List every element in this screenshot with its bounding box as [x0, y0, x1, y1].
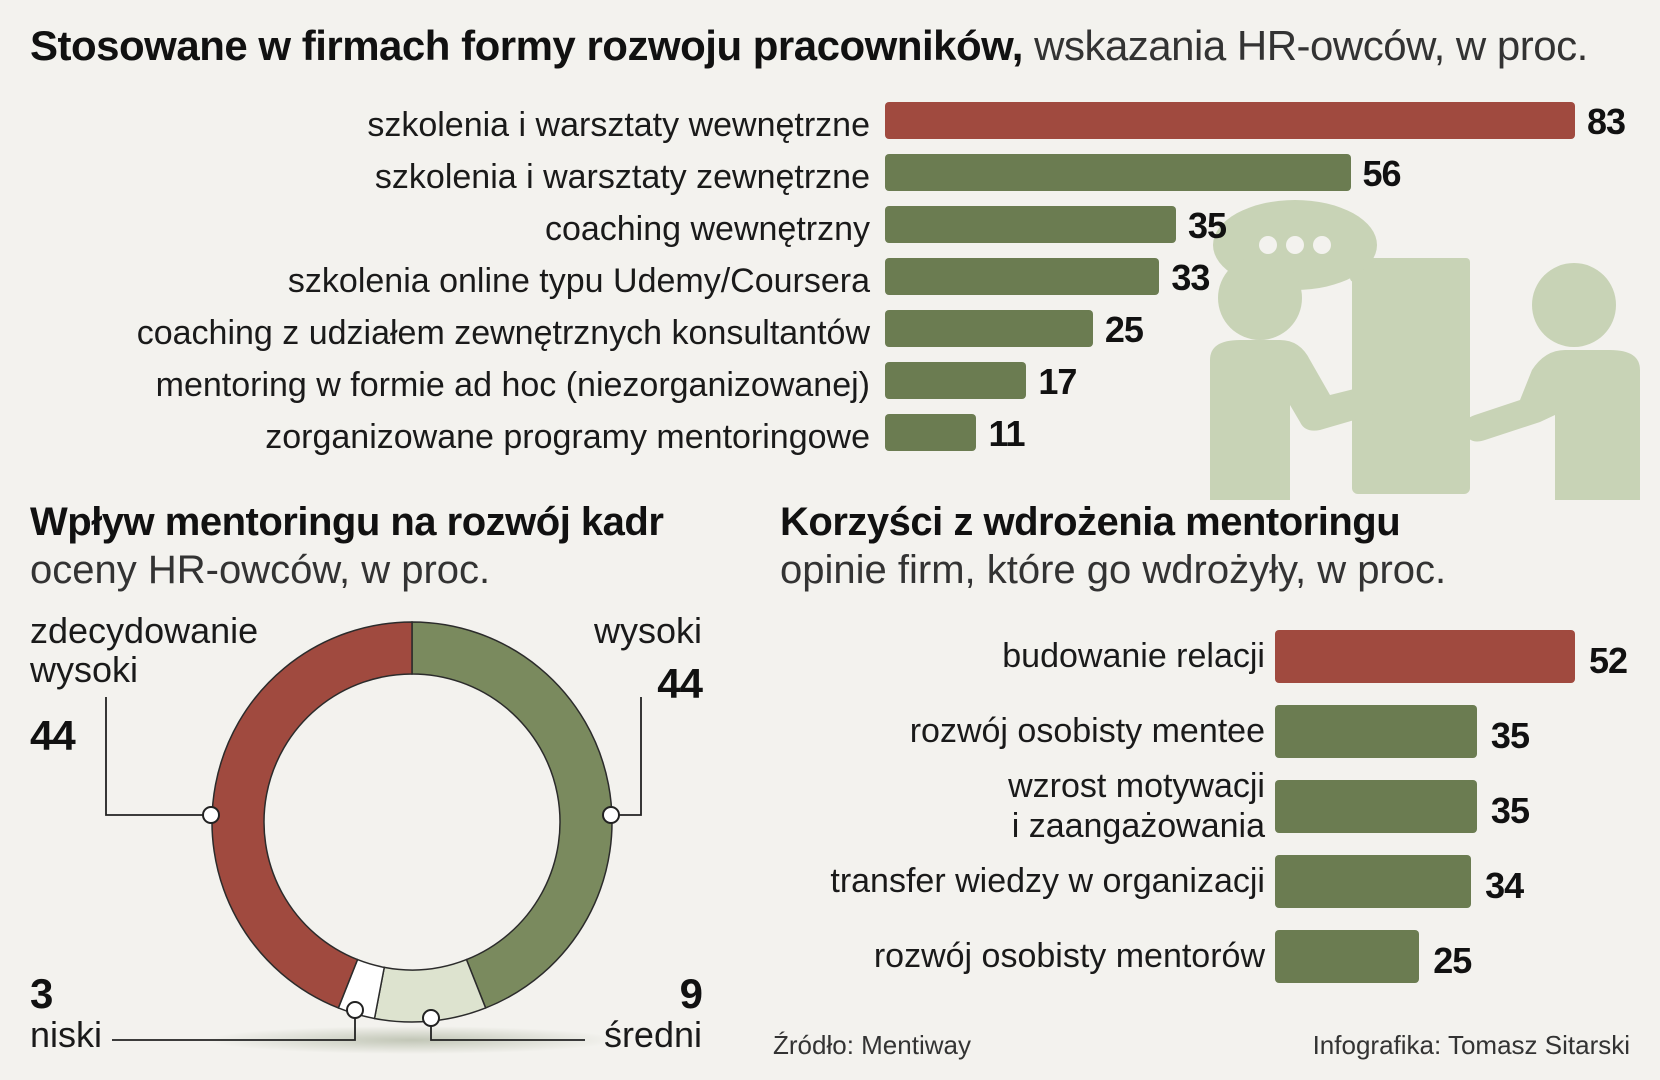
bar-label: rozwój osobisty mentorów — [873, 937, 1265, 975]
bar — [885, 414, 977, 451]
leader-line-zdecydowanie — [105, 697, 211, 816]
donut-label-niski: niski — [30, 1014, 103, 1055]
main-title: Stosowane w firmach formy rozwoju pracow… — [30, 22, 1588, 70]
leader-line-wysoki — [611, 697, 642, 816]
benefits-bar-chart: budowanie relacji rozwój osobisty mentee w… — [700, 630, 1660, 1000]
bar — [885, 362, 1027, 399]
bar-label: mentoring w formie ad hoc (niezorganizow… — [155, 366, 870, 404]
donut-label-text: zdecydowanie wysoki — [30, 610, 259, 690]
bar-label: transfer wiedzy w organizacji — [830, 862, 1265, 900]
bar — [1275, 855, 1472, 908]
bar-value: 25 — [1433, 940, 1472, 981]
top-bar-chart: szkolenia i warsztaty wewnętrzne szkolen… — [0, 100, 1660, 470]
bar-label: rozwój osobisty mentee — [909, 712, 1265, 750]
leader-dot — [202, 806, 220, 824]
bar — [885, 310, 1093, 347]
bar — [1275, 930, 1420, 983]
donut-slice — [211, 621, 413, 1009]
bar — [885, 206, 1176, 243]
right-section-subtitle: opinie firm, które go wdrożyły, w proc. — [780, 548, 1447, 592]
bar-value: 35 — [1490, 790, 1530, 831]
bar-value: 33 — [1171, 257, 1210, 298]
donut-value-wysoki: 44 — [657, 660, 703, 707]
bar — [885, 258, 1160, 295]
donut-label-zdecydowanie: zdecydowanie wysoki — [30, 610, 290, 690]
bar-label: zorganizowane programy mentoringowe — [265, 418, 870, 456]
bar-value: 34 — [1485, 865, 1524, 906]
credit-note: Infografika: Tomasz Sitarski — [1312, 1030, 1630, 1060]
left-section-subtitle: oceny HR-owców, w proc. — [30, 548, 491, 592]
donut-label-sredni: średni — [603, 1014, 702, 1055]
bar-value: 35 — [1490, 715, 1530, 756]
bar-value: 11 — [988, 413, 1025, 454]
bar — [885, 154, 1351, 191]
bar-value: 56 — [1362, 153, 1402, 194]
bar — [1275, 630, 1575, 683]
bar-label: wzrost motywacji i zaangażowania — [1008, 767, 1265, 845]
donut-value-niski: 3 — [30, 970, 53, 1017]
mentoring-people-speech-icon — [1210, 200, 1640, 500]
main-title-bold: Stosowane w firmach formy rozwoju pracow… — [30, 22, 1023, 69]
donut-chart — [105, 621, 642, 1054]
bar-label: budowanie relacji — [1002, 637, 1265, 675]
leader-dot — [602, 806, 620, 824]
bar-value: 17 — [1038, 361, 1077, 402]
donut-shadow — [207, 1026, 617, 1054]
leader-dot — [346, 1001, 364, 1019]
donut-label-wysoki: wysoki — [593, 610, 702, 651]
bar-value: 83 — [1587, 101, 1626, 142]
donut-slice — [411, 621, 613, 1009]
bar — [1275, 780, 1477, 833]
bar — [1275, 705, 1477, 758]
bar-value: 52 — [1589, 640, 1628, 681]
source-note: Źródło: Mentiway — [773, 1030, 971, 1060]
bar-label: coaching z udziałem zewnętrznych konsult… — [136, 314, 870, 352]
bar-label: szkolenia online typu Udemy/Coursera — [287, 262, 870, 300]
donut-value-sredni: 9 — [679, 970, 703, 1017]
donut-value-zdecydowanie: 44 — [30, 712, 76, 759]
right-section-title: Korzyści z wdrożenia mentoringu — [780, 500, 1401, 544]
bar — [885, 102, 1575, 139]
leader-dot — [422, 1009, 440, 1027]
bar-value: 25 — [1104, 309, 1144, 350]
left-section-title: Wpływ mentoringu na rozwój kadr — [30, 500, 664, 544]
bar-label: szkolenia i warsztaty wewnętrzne — [367, 106, 870, 144]
bar-label: szkolenia i warsztaty zewnętrzne — [374, 158, 870, 196]
bar-label: coaching wewnętrzny — [544, 210, 870, 248]
leader-line-niski — [112, 1010, 356, 1041]
bar-value: 35 — [1187, 205, 1227, 246]
main-title-light: wskazania HR-owców, w proc. — [1022, 22, 1588, 69]
